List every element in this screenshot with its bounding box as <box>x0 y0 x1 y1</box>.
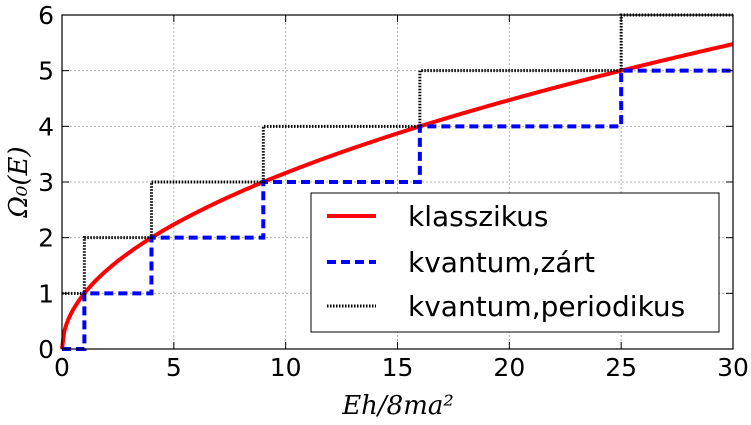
x-tick-label: 30 <box>717 353 749 382</box>
legend-label-klasszikus: klasszikus <box>408 200 549 233</box>
ticks <box>61 14 734 350</box>
x-tick-label: 0 <box>54 353 70 382</box>
y-tick-label: 3 <box>38 168 54 197</box>
legend-label-kvantum-periodikus: kvantum,periodikus <box>408 290 685 323</box>
x-tick-label: 10 <box>270 353 302 382</box>
y-tick-label: 6 <box>38 1 54 30</box>
x-axis-label: Eh/8ma² <box>341 391 454 421</box>
tick-labels: 0 5 10 15 20 25 30 0 1 2 3 4 5 6 <box>38 1 749 382</box>
series-line-klasszikus <box>60 42 734 350</box>
y-tick-label: 2 <box>38 224 54 253</box>
y-axis-label: Ω₀(E) <box>4 146 34 218</box>
series-line-kvantum-periodikus <box>62 13 733 295</box>
y-tick-label: 1 <box>38 279 54 308</box>
legend: klasszikus kvantum,zárt kvantum,periodik… <box>310 192 720 333</box>
series-layer <box>60 13 734 351</box>
legend-box <box>310 192 720 333</box>
x-tick-label: 15 <box>382 353 414 382</box>
x-tick-label: 20 <box>493 353 525 382</box>
series-line-kvantum-zart <box>62 68 733 351</box>
y-tick-label: 5 <box>38 57 54 86</box>
x-tick-label: 25 <box>605 353 637 382</box>
y-tick-label: 4 <box>38 112 54 141</box>
y-tick-label: 0 <box>38 335 54 364</box>
x-tick-label: 5 <box>166 353 182 382</box>
legend-label-kvantum-zart: kvantum,zárt <box>408 246 595 279</box>
